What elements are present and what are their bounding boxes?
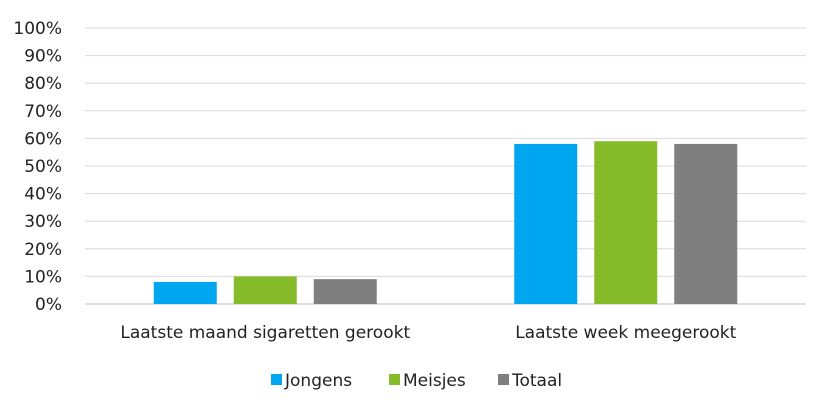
y-tick-label: 90% [24,47,62,67]
bar-totaal [674,143,738,304]
bar-meisjes [233,276,297,304]
legend: Jongens Meisjes Totaal [271,371,562,391]
bar-jongens [153,281,217,304]
bar-totaal [313,279,377,304]
legend-swatch-totaal [498,374,509,385]
y-tick-label: 100% [13,19,62,39]
y-tick-label: 50% [24,157,62,177]
y-tick-label: 40% [24,185,62,205]
bar-jongens [514,143,578,304]
legend-swatch-meisjes [389,374,400,385]
y-tick-label: 10% [24,267,62,287]
legend-label-meisjes: Meisjes [403,371,466,391]
legend-label-jongens: Jongens [284,371,352,391]
y-tick-label: 60% [24,129,62,149]
y-tick-label: 0% [35,295,62,315]
bar-meisjes [594,141,658,304]
y-axis-tick-labels: 0% 10% 20% 30% 40% 50% 60% 70% 80% 90% 100% [13,19,62,315]
x-axis-category-labels: Laatste maand sigaretten gerookt Laatste … [120,323,736,343]
gridlines [85,27,806,305]
y-tick-label: 70% [24,102,62,122]
y-tick-label: 20% [24,240,62,260]
bars [153,141,738,304]
y-tick-label: 80% [24,74,62,94]
legend-label-totaal: Totaal [511,371,562,391]
category-label: Laatste week meegerookt [515,323,736,343]
category-label: Laatste maand sigaretten gerookt [120,323,410,343]
legend-swatch-jongens [271,374,282,385]
y-tick-label: 30% [24,212,62,232]
